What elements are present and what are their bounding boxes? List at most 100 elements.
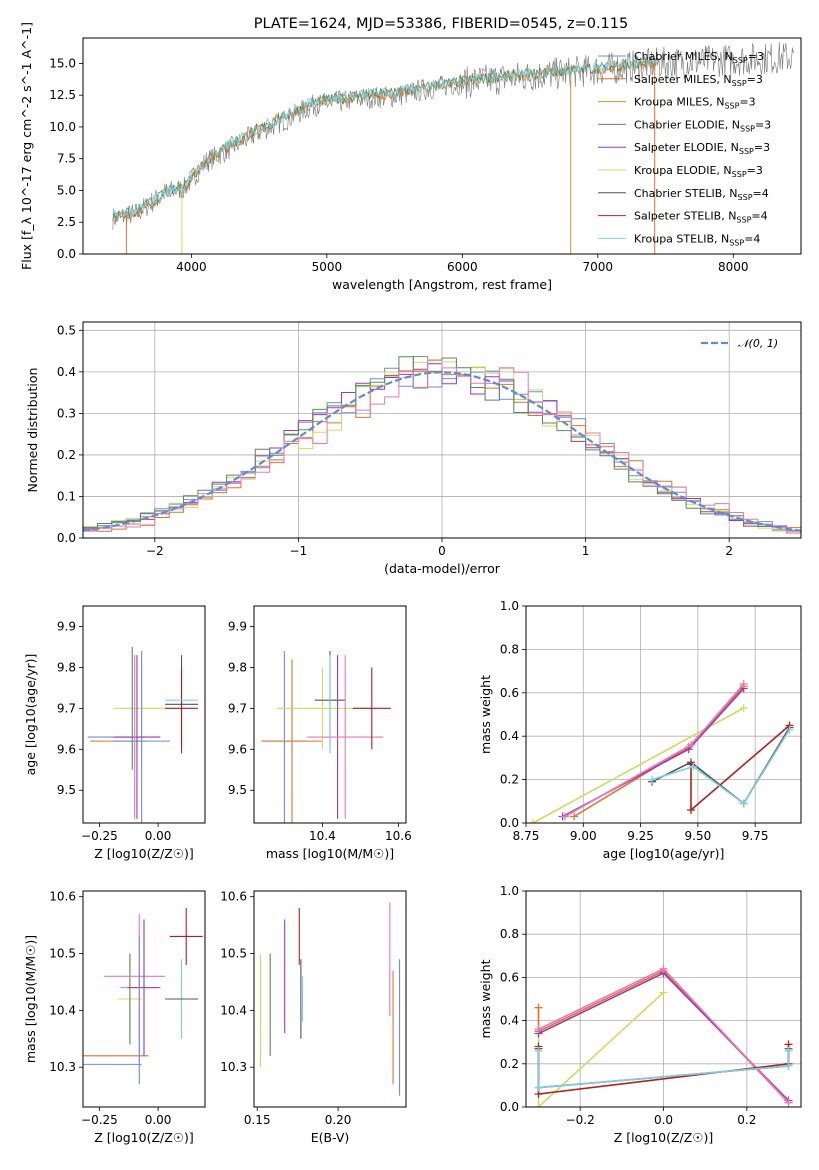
- y-tick-label: 0.0: [500, 1100, 519, 1114]
- weight-marker: [784, 1046, 793, 1055]
- y-tick-label: 10.3: [49, 1060, 76, 1074]
- y-tick-label: 0.3: [57, 406, 76, 420]
- figure-title: PLATE=1624, MJD=53386, FIBERID=0545, z=0…: [254, 16, 628, 32]
- y-tick-label: 10.6: [220, 890, 247, 904]
- weight-marker: [570, 812, 579, 821]
- weight-marker: [689, 762, 698, 771]
- y-tick-label: 0.4: [500, 1014, 519, 1028]
- spectrum-lines: [112, 42, 795, 254]
- weight-marker: [739, 680, 748, 689]
- y-tick-label: 9.7: [57, 701, 76, 715]
- y-tick-label: 9.9: [57, 619, 76, 633]
- x-tick-label: 9.50: [685, 829, 712, 843]
- x-axis-label: Z [log10(Z/Z☉)]: [614, 1130, 714, 1145]
- y-axis-label: Flux [f_λ 10^-17 erg cm^-2 s^-1 A^-1]: [19, 22, 34, 270]
- x-axis-label: Z [log10(Z/Z☉)]: [94, 1130, 194, 1145]
- y-tick-label: 10.4: [49, 1003, 76, 1017]
- x-tick-label: 0.15: [244, 1113, 271, 1127]
- y-tick-label: 9.8: [57, 660, 76, 674]
- x-tick-label: 7000: [583, 260, 614, 274]
- weight-marker: [784, 1098, 793, 1107]
- y-axis-label: mass weight: [478, 675, 493, 754]
- weight-marker: [739, 799, 748, 808]
- y-tick-label: 0.0: [500, 816, 519, 830]
- axes-frame: [82, 321, 802, 539]
- weight-marker: [785, 725, 794, 734]
- legend-label: Kroupa MILES, NSSP=3: [634, 96, 756, 111]
- y-tick-label: 0.5: [57, 323, 76, 337]
- y-tick-label: 10.6: [49, 890, 76, 904]
- y-tick-label: 9.6: [57, 742, 76, 756]
- y-tick-label: 9.9: [228, 619, 247, 633]
- legend-label: Chabrier MILES, NSSP=3: [634, 50, 764, 65]
- y-tick-label: 0.0: [57, 531, 76, 545]
- weight-marker: [534, 1083, 543, 1092]
- y-tick-label: 0.6: [500, 970, 519, 984]
- axes-frame: [82, 37, 802, 255]
- x-tick-label: 9.25: [627, 829, 654, 843]
- x-tick-label: −1: [290, 544, 308, 558]
- y-tick-label: 0.2: [500, 1057, 519, 1071]
- residuals-panel: −2 −1 0 1 2 0.0 0.1 0.2 0.3 0.4 0.5 (data-model)/er…: [25, 321, 802, 576]
- axes-frame: [253, 890, 407, 1108]
- weight-line-pink: [564, 683, 745, 818]
- weight-line-kroupa_elodie: [532, 707, 745, 823]
- x-tick-label: 1: [582, 544, 590, 558]
- y-tick-label: 9.6: [228, 742, 247, 756]
- weight-marker: [687, 740, 695, 749]
- weight-line-kroupa_elodie: [537, 991, 665, 1107]
- x-tick-label: 0: [438, 544, 446, 558]
- histogram-chabrier_elodie: [83, 356, 801, 538]
- legend-label: Kroupa ELODIE, NSSP=3: [634, 164, 763, 179]
- legend-label: Salpeter STELIB, NSSP=4: [634, 210, 768, 225]
- y-axis-label: mass [log10(M/M☉)]: [23, 935, 38, 1063]
- weight-line-kroupa_stelib: [651, 729, 791, 805]
- x-tick-label: 0.00: [145, 1113, 172, 1127]
- weight-marker: [560, 812, 569, 821]
- x-axis-label: wavelength [Angstrom, rest frame]: [332, 277, 552, 292]
- weight-marker: [784, 1061, 793, 1070]
- weight-vs-Z-panel: −0.2 0.0 0.2 0.0 0.2 0.4 0.6 0.8 1.0 Z [log10(Z/Z…: [478, 884, 802, 1145]
- y-tick-label: 0.4: [57, 365, 76, 379]
- y-tick-label: 9.5: [57, 783, 76, 797]
- weight-marker: [739, 703, 748, 712]
- age-vs-Z-panel: −0.25 0.00 9.5 9.6 9.7 9.8 9.9 Z [log10(Z/Z☉)] a…: [23, 605, 206, 861]
- weight-line-salpeter_stelib: [690, 724, 791, 812]
- y-axis-label: age [log10(age/yr)]: [23, 654, 38, 776]
- legend-label: Chabrier ELODIE, NSSP=3: [634, 118, 771, 133]
- y-tick-label: 0.2: [57, 448, 76, 462]
- y-tick-label: 10.3: [220, 1060, 247, 1074]
- axes-frame: [82, 890, 206, 1108]
- mass-vs-ebv-panel: 0.15 0.20 10.3 10.4 10.5 10.6 E(B-V): [220, 890, 407, 1145]
- weight-marker: [534, 1025, 543, 1034]
- y-tick-label: 2.5: [57, 215, 76, 229]
- y-tick-label: 9.7: [228, 701, 247, 715]
- axes-frame: [253, 605, 407, 824]
- histogram-pink: [83, 359, 801, 538]
- x-tick-label: 10.4: [309, 829, 336, 843]
- weight-line-salpeter_elodie: [562, 687, 745, 818]
- axes-frame: [82, 605, 206, 824]
- y-tick-label: 0.6: [500, 686, 519, 700]
- x-tick-label: 8000: [718, 260, 749, 274]
- y-tick-label: 0.8: [500, 642, 519, 656]
- y-tick-label: 15.0: [49, 56, 76, 70]
- y-tick-label: 12.5: [49, 88, 76, 102]
- spectrum-panel: 4000 5000 6000 7000 8000 0.0 2.5 5.0 7.5 10.0 12.5…: [19, 22, 802, 292]
- x-tick-label: −2: [146, 544, 164, 558]
- weight-line-chabrier_stelib: [651, 727, 791, 805]
- y-tick-label: 10.5: [220, 947, 247, 961]
- y-tick-label: 7.5: [57, 152, 76, 166]
- model-spectrum-salpeter_miles: [112, 58, 658, 223]
- x-tick-label: 0.0: [654, 1113, 673, 1127]
- y-tick-label: 10.4: [220, 1003, 247, 1017]
- y-tick-label: 5.0: [57, 183, 76, 197]
- y-tick-label: 0.2: [500, 773, 519, 787]
- legend-label: Chabrier STELIB, NSSP=4: [634, 187, 769, 202]
- y-tick-label: 0.0: [57, 247, 76, 261]
- y-tick-label: 0.8: [500, 927, 519, 941]
- x-tick-label: 10.6: [385, 829, 412, 843]
- y-tick-label: 10.0: [49, 120, 76, 134]
- y-axis-label: Normed distribution: [25, 368, 40, 493]
- model-spectrum-kroupa_stelib: [112, 56, 658, 221]
